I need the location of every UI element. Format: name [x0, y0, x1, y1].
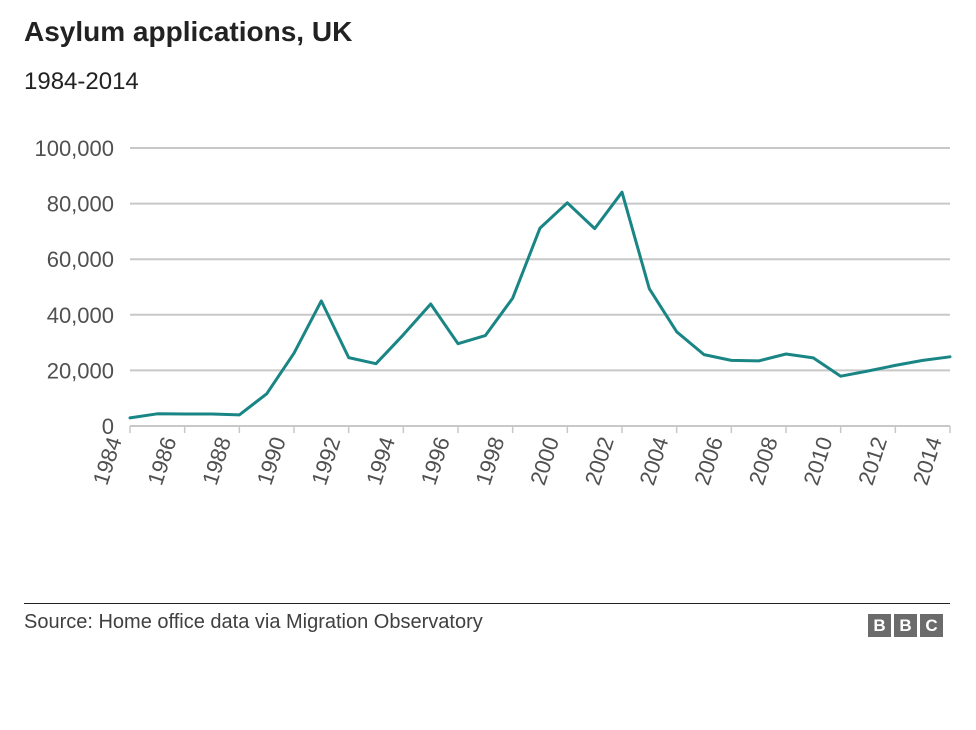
bbc-logo: B B C: [868, 614, 943, 637]
x-tick-label: 1988: [197, 434, 236, 488]
x-tick-label: 2014: [908, 434, 947, 488]
x-tick-label: 2010: [799, 434, 838, 488]
chart-title: Asylum applications, UK: [24, 16, 353, 47]
bbc-logo-letter-1: B: [868, 614, 891, 637]
y-tick-label: 40,000: [47, 303, 114, 328]
x-tick-label: 2006: [689, 434, 728, 488]
y-tick-label: 0: [102, 414, 114, 439]
x-tick-label: 2000: [525, 434, 564, 488]
series-line: [128, 190, 952, 420]
bbc-logo-letter-3: C: [920, 614, 943, 637]
x-tick-label: 1986: [143, 434, 182, 488]
footer-divider: [24, 603, 950, 604]
chart-subtitle: 1984-2014: [24, 68, 139, 95]
bbc-logo-letter-2: B: [894, 614, 917, 637]
x-tick-label: 1996: [416, 434, 455, 488]
source-note: Source: Home office data via Migration O…: [24, 611, 483, 633]
x-tick-label: 2012: [853, 434, 892, 488]
x-tick-label: 1994: [361, 434, 400, 488]
line-chart: 0 20,000 40,000 60,000 80,000 100,000 1984 1986…: [34, 136, 952, 488]
y-tick-label: 20,000: [47, 358, 114, 383]
y-tick-label: 100,000: [34, 136, 114, 161]
x-tick-label: 1992: [307, 434, 346, 488]
y-tick-label: 60,000: [47, 247, 114, 272]
x-tick-label: 1998: [471, 434, 510, 488]
y-tick-label: 80,000: [47, 192, 114, 217]
x-tick-label: 2008: [744, 434, 783, 488]
x-tick-label: 2004: [635, 434, 674, 488]
x-tick-label: 1984: [88, 434, 127, 488]
x-tick-label: 2002: [580, 434, 619, 488]
x-tick-label: 1990: [252, 434, 291, 488]
